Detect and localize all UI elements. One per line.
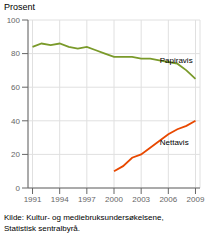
svg-text:2000: 2000 <box>105 195 123 204</box>
svg-text:100: 100 <box>8 16 21 25</box>
svg-text:1994: 1994 <box>51 195 69 204</box>
svg-text:20: 20 <box>11 150 20 159</box>
svg-text:2009: 2009 <box>187 195 202 204</box>
svg-text:0: 0 <box>16 184 21 193</box>
svg-text:40: 40 <box>11 117 20 126</box>
svg-text:1997: 1997 <box>78 195 96 204</box>
svg-text:60: 60 <box>11 83 20 92</box>
svg-text:Papiravis: Papiravis <box>160 56 193 65</box>
svg-text:2003: 2003 <box>132 195 150 204</box>
html-text:Statistisk sentralbyrå.: Statistisk sentralbyrå. <box>4 224 80 233</box>
svg-text:Nettavis: Nettavis <box>160 138 189 147</box>
svg-text:2006: 2006 <box>159 195 177 204</box>
svg-text:80: 80 <box>11 49 20 58</box>
html-text:Kilde: Kultur- og mediebruksun: Kilde: Kultur- og mediebruksundersøkelse… <box>4 213 164 222</box>
svg-text:1991: 1991 <box>24 195 42 204</box>
html-text:Prosent: Prosent <box>4 2 35 12</box>
